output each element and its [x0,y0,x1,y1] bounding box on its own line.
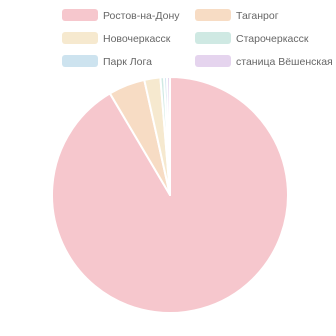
pie-slices [51,76,289,314]
legend-label: Новочеркасск [103,33,171,45]
pie-slice [166,76,171,196]
legend-swatch [62,32,98,44]
legend-label: Таганрог [236,10,279,22]
legend-label: Старочеркасск [236,33,309,45]
legend-swatch [62,9,98,21]
legend-label: станица Вёшенская [236,56,333,68]
legend-swatch [195,55,231,67]
legend-label: Парк Лога [103,56,152,68]
legend-swatch [62,55,98,67]
legend-label: Ростов-на-Дону [103,10,180,22]
legend-swatch [195,32,231,44]
legend: Ростов-на-Дону Таганрог Новочеркасск Староч… [62,9,333,68]
legend-swatch [195,9,231,21]
